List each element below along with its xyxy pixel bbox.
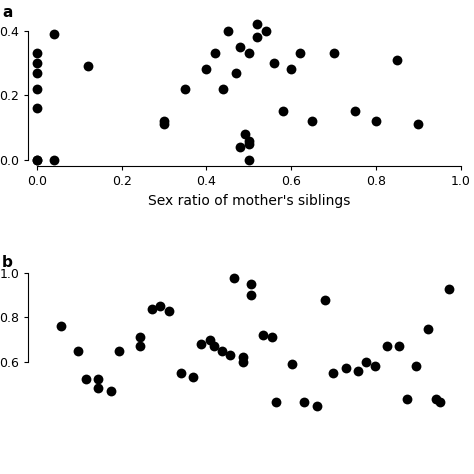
Point <box>219 347 226 355</box>
Point <box>237 143 244 151</box>
Point <box>198 340 205 348</box>
Point <box>231 274 238 282</box>
Point <box>50 30 58 37</box>
Point <box>224 27 231 35</box>
Point <box>351 108 359 115</box>
Point <box>372 118 380 125</box>
Point <box>245 140 253 147</box>
Point <box>395 342 403 350</box>
Point <box>309 118 316 125</box>
Point <box>245 49 253 57</box>
Point <box>241 130 248 138</box>
Point <box>247 292 255 299</box>
Point <box>383 342 391 350</box>
Point <box>182 85 189 92</box>
Point <box>136 342 144 350</box>
Point <box>432 396 440 403</box>
Point <box>58 322 65 330</box>
Point <box>33 156 41 164</box>
Point <box>95 384 102 392</box>
Point <box>371 363 378 370</box>
Point <box>247 281 255 288</box>
Point <box>237 43 244 51</box>
Point <box>279 108 287 115</box>
Point <box>404 396 411 403</box>
Text: a: a <box>2 5 12 20</box>
Point <box>329 369 337 377</box>
Point <box>330 49 337 57</box>
Point <box>268 334 275 341</box>
Point <box>219 85 227 92</box>
Point <box>148 305 156 312</box>
Point <box>206 336 213 343</box>
Point <box>363 358 370 365</box>
Point <box>33 104 41 112</box>
Point <box>272 398 279 405</box>
Point <box>165 307 173 315</box>
Point <box>160 120 168 128</box>
Point <box>177 369 185 377</box>
Point <box>232 69 240 76</box>
Point <box>313 402 320 410</box>
Point <box>288 360 296 368</box>
Point <box>33 69 41 76</box>
Point <box>211 49 219 57</box>
Point <box>245 156 253 164</box>
Point <box>239 354 246 361</box>
Point <box>84 63 91 70</box>
Point <box>33 59 41 67</box>
Point <box>354 367 362 374</box>
Point <box>254 20 261 28</box>
Point <box>95 376 102 383</box>
Point <box>415 120 422 128</box>
Point <box>301 398 308 405</box>
Point <box>33 156 41 164</box>
Point <box>227 351 234 359</box>
Point <box>437 398 444 405</box>
Text: b: b <box>2 255 13 270</box>
Point <box>296 49 303 57</box>
Point <box>393 56 401 64</box>
Point <box>287 65 295 73</box>
Point <box>136 334 144 341</box>
Point <box>74 347 82 355</box>
Point <box>424 325 432 332</box>
Point <box>33 85 41 92</box>
Point <box>245 137 253 145</box>
Point <box>203 65 210 73</box>
Point <box>115 347 123 355</box>
Point <box>412 363 419 370</box>
X-axis label: Sex ratio of mother's siblings: Sex ratio of mother's siblings <box>148 194 350 208</box>
Point <box>210 342 218 350</box>
Point <box>321 296 329 303</box>
Point <box>33 49 41 57</box>
Point <box>239 358 246 365</box>
Point <box>156 302 164 310</box>
Point <box>342 365 349 372</box>
Point <box>254 33 261 41</box>
Point <box>262 27 270 35</box>
Point <box>107 387 115 394</box>
Point <box>271 59 278 67</box>
Point <box>160 118 168 125</box>
Point <box>50 156 58 164</box>
Point <box>445 285 453 292</box>
Point <box>82 376 90 383</box>
Point <box>190 374 197 381</box>
Point <box>259 331 267 339</box>
